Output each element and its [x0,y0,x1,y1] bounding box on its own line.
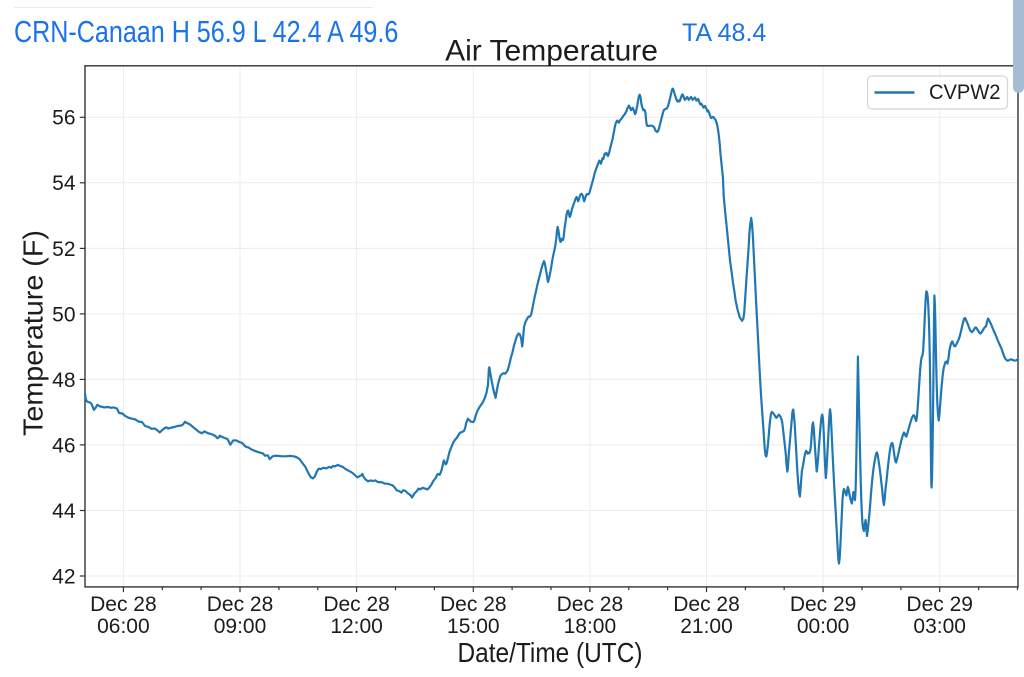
svg-text:52: 52 [52,238,75,261]
svg-text:Air Temperature: Air Temperature [445,35,658,68]
svg-text:Dec 28: Dec 28 [440,593,507,616]
svg-text:44: 44 [52,500,76,523]
svg-text:54: 54 [52,172,76,195]
svg-text:CVPW2: CVPW2 [929,80,1001,104]
svg-text:56: 56 [52,107,75,130]
svg-text:15:00: 15:00 [447,615,500,638]
svg-text:12:00: 12:00 [330,615,383,638]
svg-text:48: 48 [52,369,75,392]
svg-text:Dec 29: Dec 29 [790,593,857,616]
svg-text:Dec 29: Dec 29 [906,593,973,616]
svg-text:18:00: 18:00 [564,615,617,638]
svg-text:Temperature (F): Temperature (F) [18,230,49,436]
svg-text:Dec 28: Dec 28 [90,593,157,616]
svg-text:50: 50 [52,303,75,326]
svg-text:42: 42 [52,565,75,588]
svg-text:03:00: 03:00 [913,615,966,638]
svg-text:09:00: 09:00 [214,615,267,638]
svg-text:21:00: 21:00 [680,615,733,638]
svg-text:Date/Time (UTC): Date/Time (UTC) [458,637,643,668]
svg-text:Dec 28: Dec 28 [557,593,624,616]
svg-text:00:00: 00:00 [797,615,850,638]
svg-text:Dec 28: Dec 28 [207,593,274,616]
svg-text:06:00: 06:00 [97,615,150,638]
svg-text:Dec 28: Dec 28 [673,593,740,616]
svg-text:Dec 28: Dec 28 [323,593,390,616]
svg-text:46: 46 [52,434,75,457]
